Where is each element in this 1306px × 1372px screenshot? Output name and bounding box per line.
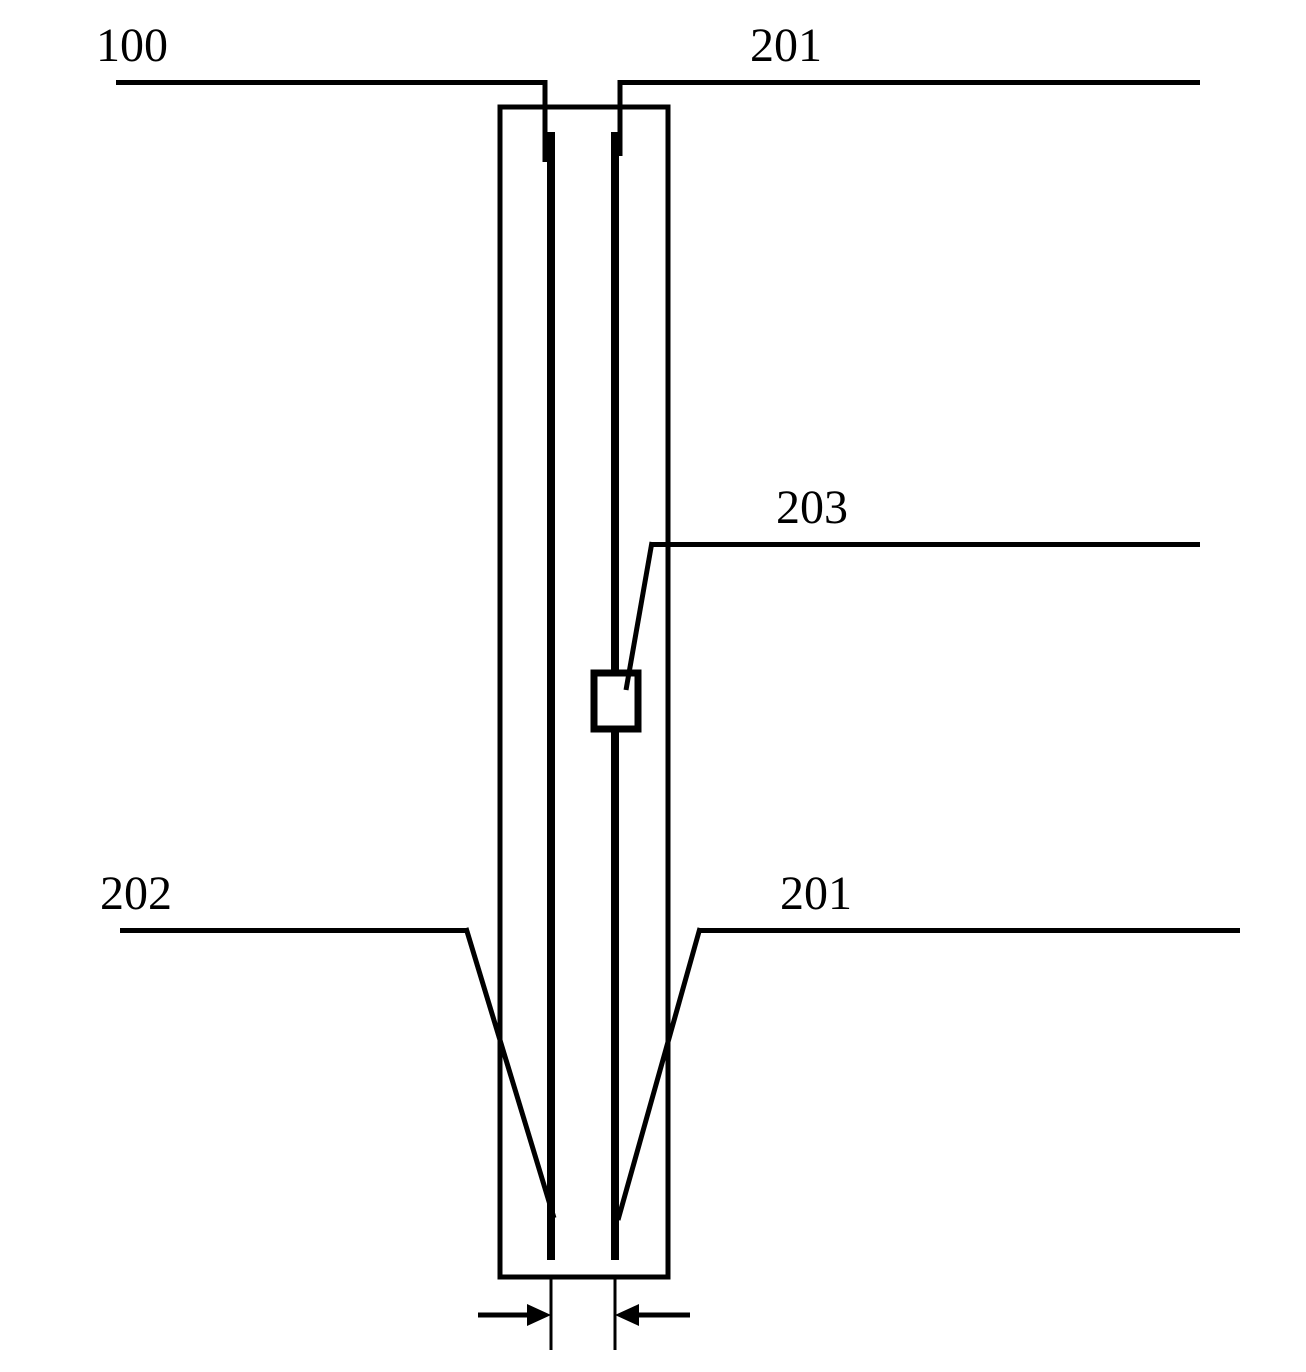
label-201-bottom: 201: [780, 866, 852, 921]
label-201-top: 201: [750, 18, 822, 73]
hline-tl: [116, 80, 545, 85]
diagram-svg: [0, 0, 1306, 1372]
label-202: 202: [100, 866, 172, 921]
leader-bl-diag: [466, 928, 554, 1218]
dimension-arrow-right: [615, 1304, 690, 1326]
label-203: 203: [776, 480, 848, 535]
dimension-arrow-right-head: [615, 1304, 639, 1326]
hline-mr: [652, 542, 1200, 547]
dimension-arrow-left: [478, 1304, 551, 1326]
hline-tr: [620, 80, 1200, 85]
hline-bl: [120, 928, 466, 933]
dimension-arrow-left-head: [527, 1304, 551, 1326]
leader-mr-diag: [626, 542, 652, 690]
label-100: 100: [96, 18, 168, 73]
hline-br: [700, 928, 1240, 933]
outer-rect: [500, 107, 668, 1277]
small-box: [594, 673, 638, 729]
leader-br-diag: [618, 928, 700, 1220]
diagram-canvas: 100 201 203 202 201: [0, 0, 1306, 1372]
